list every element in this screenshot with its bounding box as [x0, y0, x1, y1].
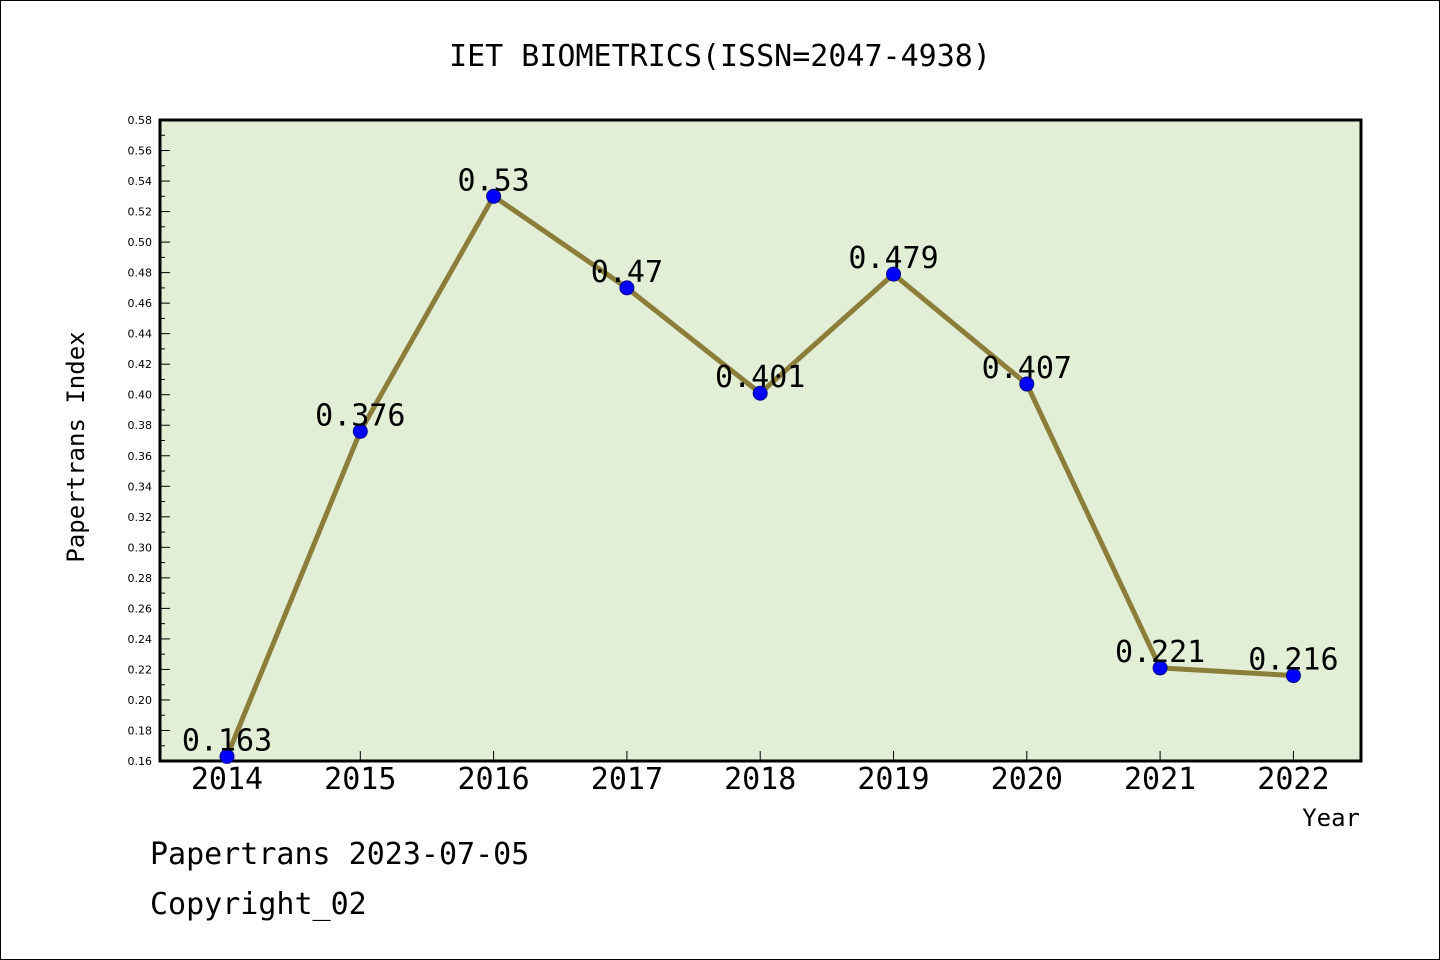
data-labels: 0.163 0.376 0.53 0.47 0.401 0.479 0.407 0.221 0.…: [182, 163, 1339, 758]
data-point: [486, 188, 502, 204]
x-axis: 2014 2015 2016 2017 2018 2019 2020 2021 2022: [191, 751, 1330, 797]
y-tick-label: 0.24: [128, 633, 153, 646]
data-point: [752, 385, 768, 401]
x-tick-label: 2018: [724, 762, 796, 797]
y-tick-label: 0.38: [128, 419, 153, 432]
data-label: 0.47: [591, 255, 663, 290]
x-tick-label: 2015: [324, 762, 396, 797]
y-tick-label: 0.18: [128, 724, 153, 737]
y-tick-label: 0.30: [128, 541, 153, 554]
x-tick-label: 2017: [591, 762, 663, 797]
y-tick-label: 0.44: [128, 328, 153, 341]
y-tick-label: 0.42: [128, 358, 153, 371]
plot-area: [158, 118, 1363, 763]
y-axis: 0.16 0.18 0.20 0.22 0.24 0.26 0.28 0.30 0.32 0.34…: [128, 114, 170, 768]
y-tick-label: 0.20: [128, 694, 153, 707]
data-point: [1152, 660, 1168, 676]
y-tick-label: 0.54: [128, 175, 153, 188]
data-label: 0.376: [315, 398, 405, 433]
data-point: [219, 748, 235, 764]
x-tick-label: 2022: [1257, 762, 1329, 797]
data-point: [886, 266, 901, 282]
data-label: 0.407: [982, 351, 1072, 386]
data-label: 0.53: [457, 163, 529, 198]
data-label: 0.479: [848, 241, 938, 276]
series-markers: [219, 188, 1301, 764]
x-tick-label: 2014: [191, 762, 263, 797]
y-tick-label: 0.58: [128, 114, 153, 127]
x-tick-label: 2021: [1124, 762, 1196, 797]
footer-copyright: Copyright_02: [150, 887, 367, 922]
data-point: [352, 423, 368, 439]
y-tick-label: 0.50: [128, 236, 153, 249]
data-point: [1285, 668, 1301, 684]
data-label: 0.221: [1115, 635, 1205, 670]
x-tick-label: 2019: [857, 762, 929, 797]
x-axis-label: Year: [1302, 804, 1360, 832]
y-tick-label: 0.34: [128, 480, 153, 493]
data-point: [1019, 376, 1035, 392]
y-tick-label: 0.26: [128, 602, 153, 615]
y-tick-label: 0.46: [128, 297, 153, 310]
y-tick-label: 0.56: [128, 145, 153, 158]
chart-title: IET BIOMETRICS(ISSN=2047-4938): [449, 39, 991, 74]
x-tick-label: 2020: [991, 762, 1063, 797]
data-label: 0.163: [182, 723, 272, 758]
x-tick-label: 2016: [457, 762, 529, 797]
y-axis-label: Papertrans Index: [62, 331, 90, 562]
y-tick-label: 0.32: [128, 511, 153, 524]
data-label: 0.401: [715, 360, 805, 395]
y-tick-label: 0.36: [128, 450, 153, 463]
y-tick-label: 0.28: [128, 572, 153, 585]
y-tick-label: 0.22: [128, 663, 153, 676]
footer-date: Papertrans 2023-07-05: [150, 837, 529, 872]
y-tick-label: 0.48: [128, 267, 153, 280]
y-tick-label: 0.52: [128, 206, 153, 219]
y-tick-label: 0.40: [128, 389, 153, 402]
y-tick-label: 0.16: [128, 755, 153, 768]
data-point: [619, 280, 635, 296]
data-label: 0.216: [1248, 643, 1338, 678]
